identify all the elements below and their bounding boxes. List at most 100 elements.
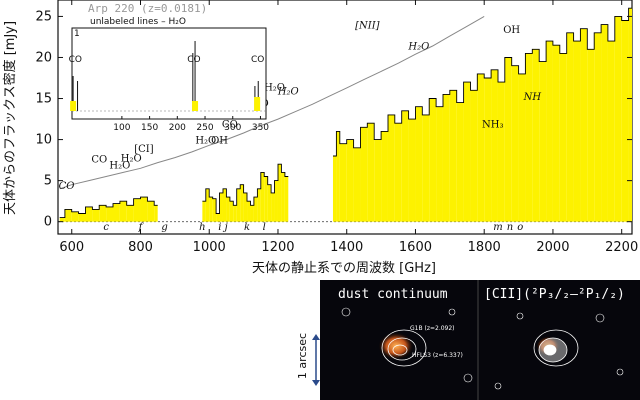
inset-x-tick-label: 200 [169, 123, 186, 133]
line-label: H₂O [109, 160, 130, 171]
spectrum-bar [442, 94, 450, 222]
inset-plot: unlabeled lines – H₂O 100 150 200 250 300 350… [69, 17, 270, 133]
scale-arrow-up [312, 334, 320, 340]
spectrum-bar [264, 176, 268, 222]
spectrum-bar [360, 127, 368, 222]
x-tick-label: 1000 [193, 240, 226, 255]
spectrum-bar [387, 114, 395, 222]
inset-x-tick-label: 150 [141, 123, 158, 133]
spectrum-bar [85, 206, 93, 222]
noise-contour [616, 368, 624, 376]
spectrum-bar [401, 110, 409, 222]
spectrum-bar [449, 90, 457, 222]
inset-fill [192, 101, 199, 111]
spectrum-bar [394, 123, 402, 222]
map-left-title: dust continuum [338, 287, 448, 302]
source-label-hfls3: HFLS3 (z=6.337) [412, 352, 463, 359]
spectrum-bar [209, 197, 213, 222]
spectrum-bar [436, 106, 443, 222]
spectrum-bar [339, 143, 347, 222]
spectrum-bar [559, 53, 567, 222]
line-label: OH [503, 25, 520, 36]
line-label: H₂O [264, 82, 285, 93]
inset-x-tick-label: 300 [224, 123, 241, 133]
spectrum-bar [532, 49, 540, 222]
y-tick-label: 5 [44, 174, 52, 189]
spectrum-bar [205, 188, 210, 222]
spectrum-bar [271, 192, 275, 222]
transition-letter: h [199, 222, 205, 233]
spectrum-bar [260, 172, 265, 222]
spectrum-bar [463, 82, 471, 222]
line-label: H₂O [121, 154, 142, 165]
spectrum-bar [250, 205, 254, 222]
map-right-title: [CII](²P₃/₂–²P₁/₂) [484, 287, 625, 302]
spectrum-bar [546, 41, 553, 222]
noise-contour [448, 308, 456, 316]
spectrum-bar [243, 192, 248, 222]
spectrum-bar [240, 184, 244, 222]
x-axis-label: 天体の静止系での周波数 [GHz] [252, 261, 436, 276]
spectrum-bar [601, 24, 608, 222]
inset-x-tick-label: 100 [113, 123, 130, 133]
line-label: NH₃ [482, 119, 503, 130]
spectrum-bar [59, 217, 65, 222]
inset-layer: 100 150 200 250 300 350 1 CO CO CO [69, 29, 270, 133]
y-tick-label: 15 [35, 92, 52, 107]
spectrum-bar [119, 201, 127, 222]
spectrum-bar [64, 209, 72, 222]
inset-x-tick-label: 250 [196, 123, 213, 133]
spectrum-bar [71, 211, 79, 222]
spectrum-bar [491, 69, 498, 222]
spectrum-bar [381, 131, 388, 222]
spectrum-line [59, 7, 632, 219]
noise-contour [595, 313, 605, 323]
spectrum-bar [477, 73, 485, 222]
spectrum-bar [367, 123, 375, 222]
data-layer: COCOH₂OH₂O[CI]H₂OOHH₂OCOCOH₂OH₂O[NII]H₂O… [58, 7, 632, 233]
spectrum-bar [525, 53, 533, 222]
spectrum-bar [594, 32, 602, 222]
spectrum-bar [112, 203, 120, 222]
spectrum-bar [212, 198, 217, 222]
spectrum-bar [353, 147, 361, 222]
line-label: OH [211, 136, 228, 147]
transition-letter: l [263, 222, 266, 233]
line-label: NH [523, 92, 542, 103]
spectrum-bar [247, 201, 251, 222]
transition-letter: f [138, 222, 145, 233]
transition-letter: o [517, 222, 523, 233]
x-tick-label: 1400 [330, 240, 363, 255]
spectrum-bar [336, 131, 340, 222]
spectrum-bar [497, 82, 505, 222]
transition-letter: c [103, 222, 109, 233]
inset-frame [71, 27, 267, 120]
spectrum-bar [628, 8, 632, 222]
spectrum-bar [229, 201, 234, 222]
spectrum-bar [332, 156, 337, 222]
transition-letter: m [493, 222, 502, 233]
spectrum-bar [216, 213, 220, 222]
noise-contour [341, 307, 351, 317]
spectrum-bar [504, 57, 512, 222]
inset-fill [70, 101, 77, 111]
spectrum-bar [253, 197, 258, 222]
map-background [320, 280, 640, 400]
x-tick-label: 2000 [536, 240, 569, 255]
spectrum-bar [415, 106, 423, 222]
spectrum-bar [573, 41, 581, 222]
y-tick-label: 25 [35, 9, 52, 24]
spectrum-bar [233, 205, 237, 222]
line-label: H₂O [195, 136, 216, 147]
x-tick-label: 800 [128, 240, 153, 255]
y-tick-label: 20 [35, 50, 52, 65]
inset-line-label: CO [251, 55, 264, 65]
transition-letter: i j [218, 222, 227, 233]
spectrum-bar [484, 78, 492, 222]
spectrum-bar [552, 45, 560, 222]
line-label: [CI] [134, 144, 154, 155]
line-label: [NII] [355, 21, 380, 32]
spectrum-bar [587, 49, 595, 222]
line-label: CO [91, 155, 107, 166]
